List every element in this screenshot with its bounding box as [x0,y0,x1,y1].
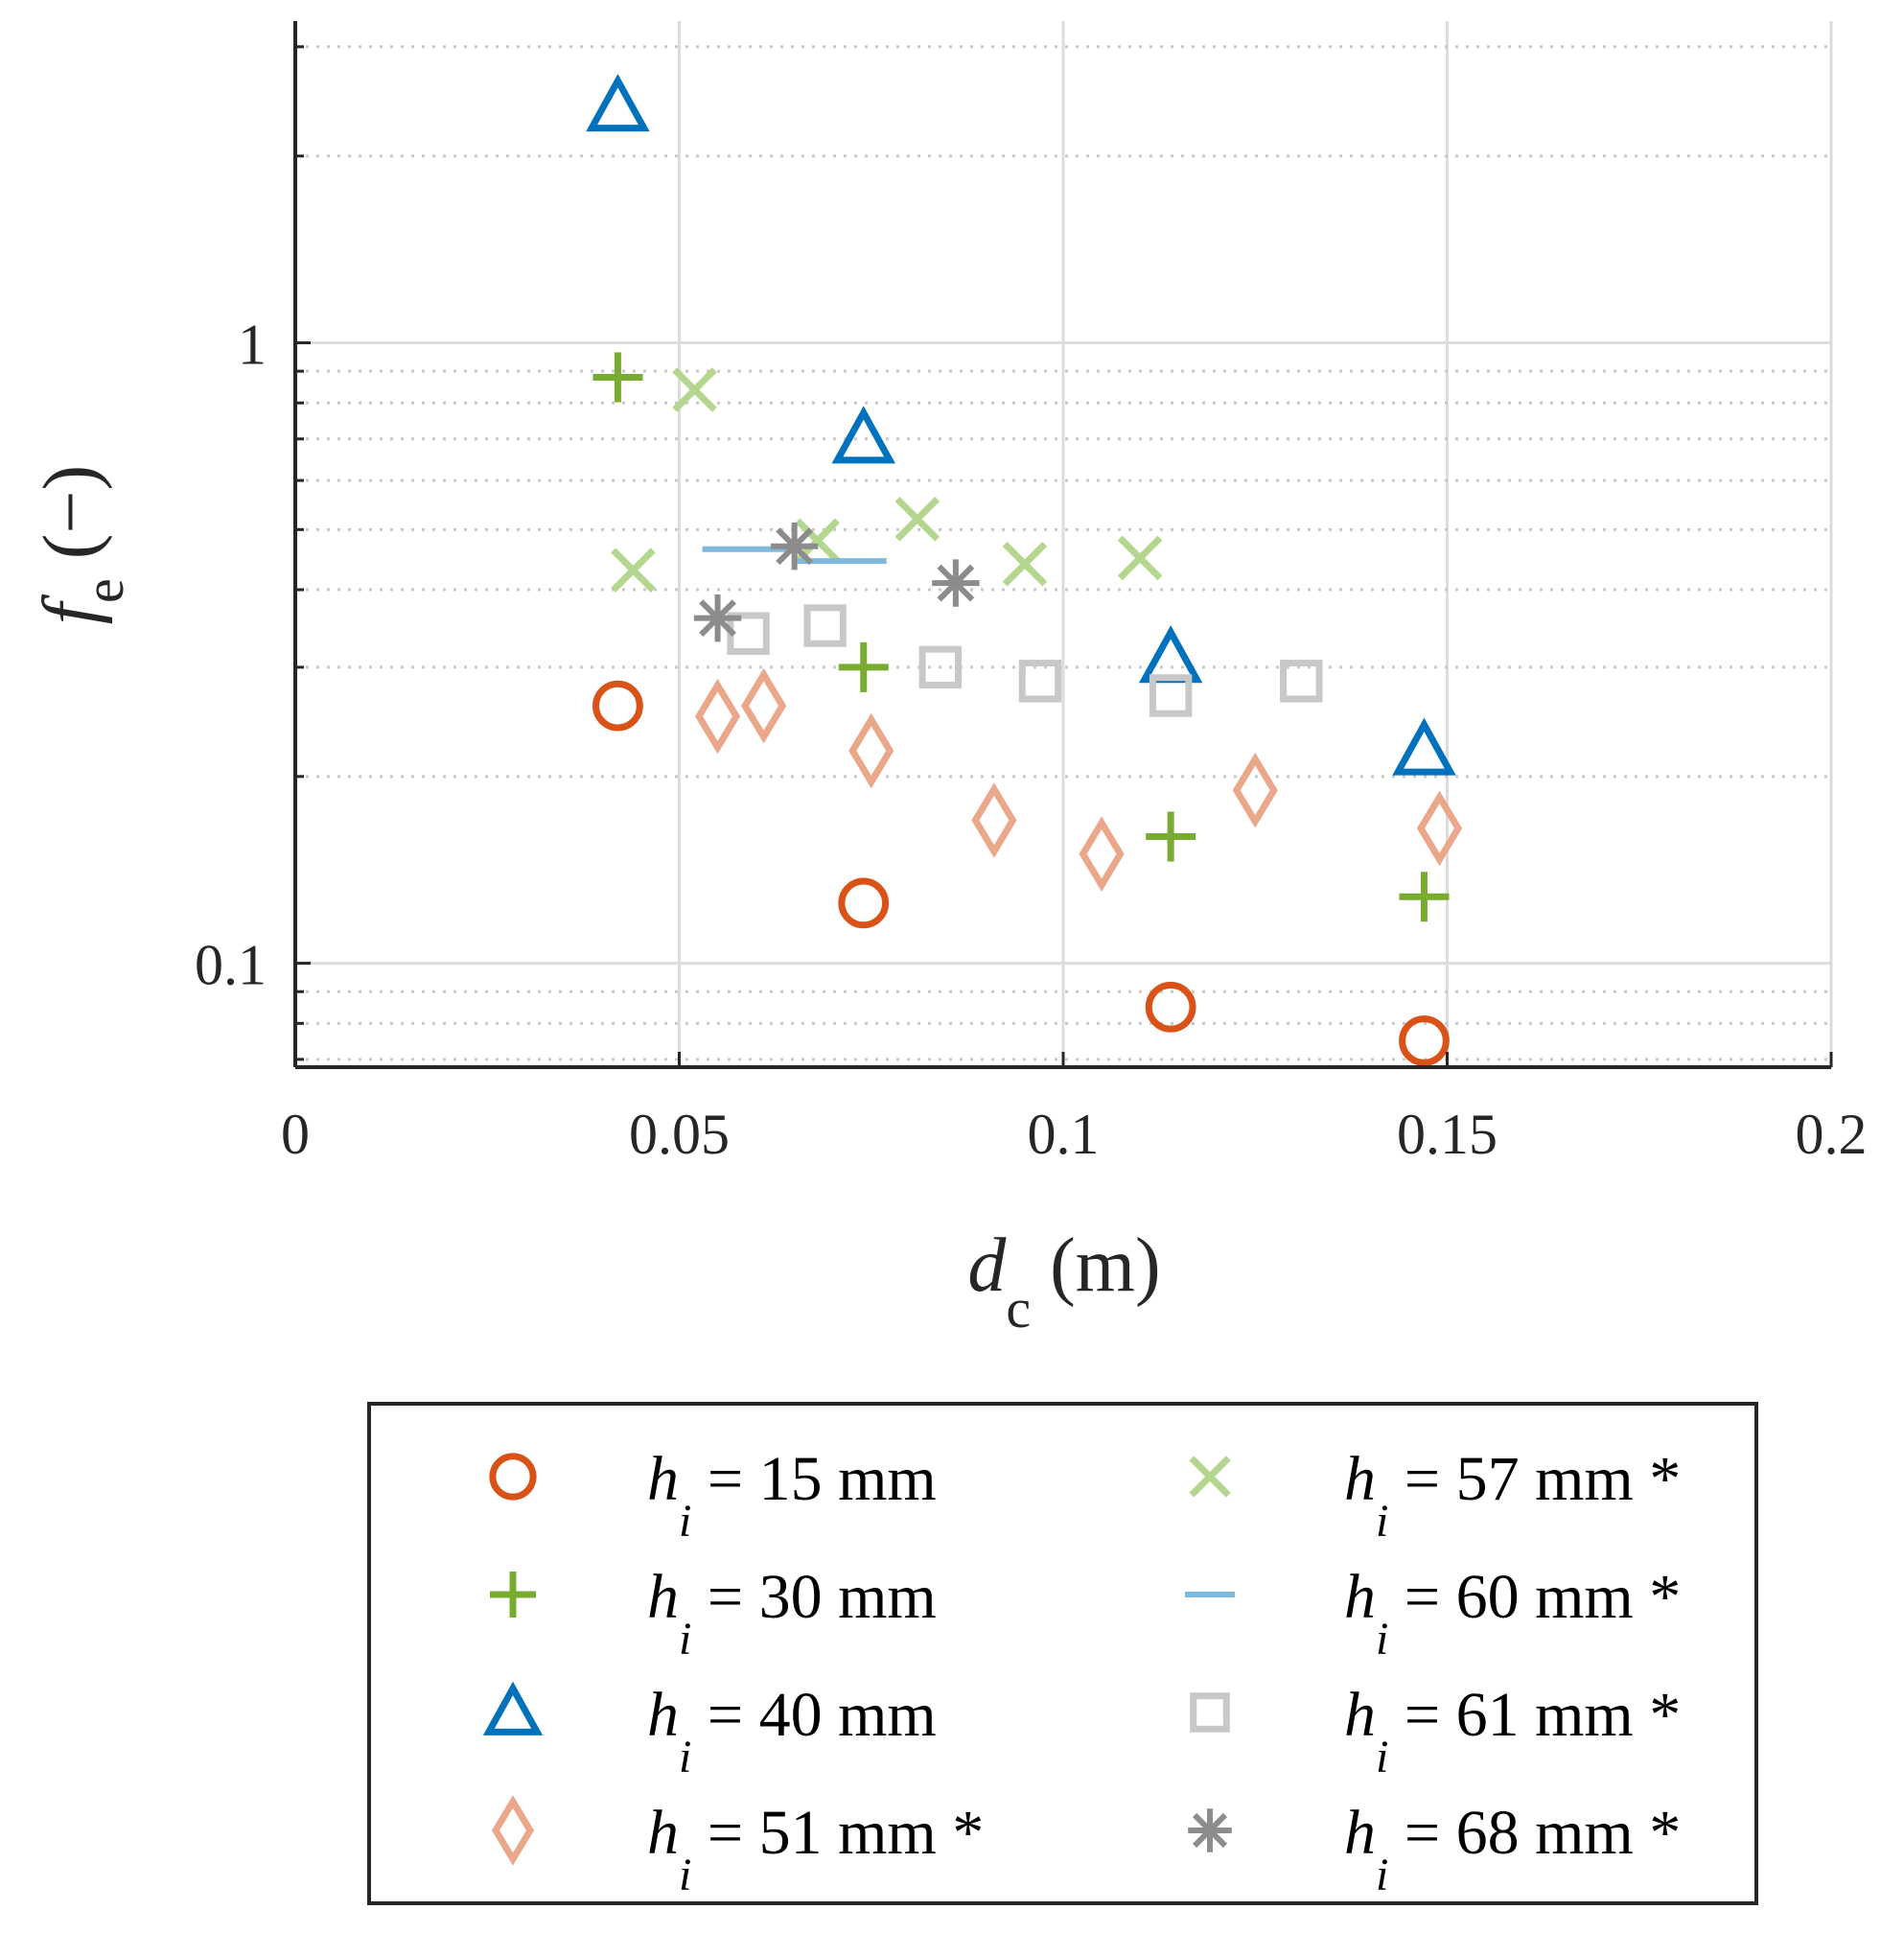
legend-label: hi = 60 mm * [1344,1562,1681,1665]
data-point [672,367,717,412]
x-tick-label: 0 [281,1103,310,1166]
data-point [1145,981,1196,1033]
series-2 [592,352,1450,922]
y-tick-label: 0.1 [195,934,267,997]
series-4 [694,667,1463,892]
series-5 [611,367,1163,593]
legend-label: hi = 68 mm * [1344,1798,1681,1900]
data-point [1002,541,1048,587]
legend-label: hi = 61 mm * [1344,1680,1681,1782]
data-point [592,352,643,403]
data-point [1018,660,1062,703]
data-point [803,604,847,647]
data-point [1079,816,1125,892]
data-point [611,547,656,593]
legend-box [367,1402,1758,1905]
legend-item: hi = 57 mm * [1189,1444,1681,1547]
legend-item: hi = 30 mm [490,1562,937,1665]
data-point [1117,535,1163,581]
y-minor-ticks [293,45,1833,1067]
legend-marker [482,1681,544,1735]
data-point [586,73,650,132]
data-point [693,594,742,642]
data-point [932,559,980,607]
legend-marker [489,1453,537,1501]
tick-labels: 0 0.05 0.1 0.15 0.2 0.1 1 [195,314,1868,1166]
legend: hi = 15 mm hi = 30 mm hi = 40 mm hi = 51 mm… [367,1402,1758,1905]
legend-label: hi = 57 mm * [1344,1444,1681,1547]
x-tick-label: 0.2 [1796,1103,1868,1166]
data-point [831,406,895,464]
legend-label: hi = 51 mm * [647,1798,984,1900]
series-1 [592,680,1450,1066]
data-point [838,641,889,692]
legend-item: hi = 60 mm * [1185,1562,1681,1665]
data-point [1392,717,1456,776]
legend-label: hi = 15 mm [647,1444,937,1547]
legend-item: hi = 61 mm * [1190,1680,1681,1782]
data-markers [586,73,1463,1066]
x-tick-label: 0.1 [1028,1103,1100,1166]
legend-marker [490,1572,536,1618]
legend-item: hi = 68 mm * [1188,1798,1681,1900]
legend-item: hi = 15 mm [489,1444,937,1547]
data-point [1416,790,1463,867]
data-point [592,680,643,732]
legend-marker [1190,1692,1230,1733]
legend-marker [1189,1456,1231,1498]
data-point [838,877,890,929]
legend-label: hi = 30 mm [647,1562,937,1665]
data-point [770,523,819,571]
x-axis-label: dc (m) [967,1223,1160,1339]
legend-item: hi = 40 mm [482,1680,937,1782]
data-point [1399,1015,1450,1066]
data-point [694,678,741,755]
data-point [741,667,787,744]
legend-label: hi = 40 mm [647,1680,937,1782]
data-point [1146,811,1196,862]
series-7 [727,604,1323,717]
series-8 [693,523,980,642]
axes [293,21,1833,1069]
legend-marker [491,1795,535,1866]
grid [295,21,1833,1067]
data-point [1399,872,1450,922]
data-point [1280,660,1323,703]
legend-marker [1188,1808,1232,1852]
y-tick-label: 1 [238,314,267,377]
data-point [848,712,894,789]
x-tick-label: 0.15 [1397,1103,1498,1166]
data-point [1138,625,1203,684]
x-tick-label: 0.05 [629,1103,730,1166]
legend-item: hi = 51 mm * [491,1795,984,1900]
y-axis-label: fe (−) [29,465,135,624]
data-point [894,497,940,542]
data-point [971,782,1017,858]
data-point [1149,674,1193,717]
data-point [1232,752,1278,828]
data-point [918,645,963,689]
